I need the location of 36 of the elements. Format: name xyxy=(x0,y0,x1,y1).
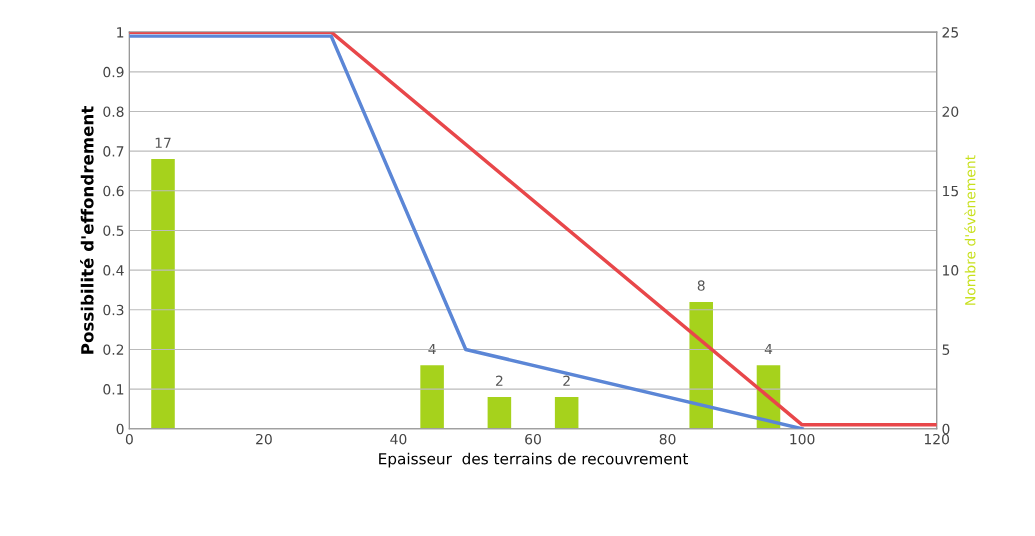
y2-tick-label: 5 xyxy=(942,344,950,355)
bar xyxy=(554,397,579,429)
y2-tick-label: 10 xyxy=(943,265,959,276)
y2-tick-label: 0 xyxy=(942,423,950,435)
x-tick-label: 20 xyxy=(256,433,272,445)
data-label: 2 xyxy=(563,375,570,386)
y-axis-title: Possibilité d'effondrement xyxy=(80,106,94,354)
y-tick-label: 0.9 xyxy=(103,66,124,78)
bar xyxy=(420,365,444,429)
y-tick-label: 0.2 xyxy=(103,344,124,355)
y-tick-label: 0.4 xyxy=(103,265,124,276)
data-label: 8 xyxy=(697,280,705,291)
bar xyxy=(689,301,713,429)
x-tick-label: 120 xyxy=(924,433,950,445)
y-tick-label: 0.6 xyxy=(103,185,124,197)
x-tick-label: 40 xyxy=(390,433,407,445)
y2-tick-label: 25 xyxy=(942,27,958,38)
y-tick-label: 0.7 xyxy=(103,146,124,157)
y-tick-label: 0 xyxy=(116,423,124,435)
y-tick-label: 0.3 xyxy=(103,304,124,316)
x-tick-label: 60 xyxy=(525,433,541,445)
data-label: 2 xyxy=(495,375,503,386)
y2-tick-label: 15 xyxy=(943,185,958,197)
bar xyxy=(151,159,175,429)
x-axis-title: Epaisseur des terrains de recouvrement xyxy=(379,452,689,468)
y2-tick-label: 20 xyxy=(942,106,959,117)
y-tick-label: 0.8 xyxy=(103,106,124,117)
x-tick-label: 0 xyxy=(125,433,133,445)
y-tick-label: 1 xyxy=(117,27,124,38)
x-tick-label: 100 xyxy=(790,433,815,445)
y2-axis-title: Nombre d'évènement xyxy=(964,155,976,305)
y-tick-label: 0.5 xyxy=(103,225,124,236)
data-label: 17 xyxy=(155,137,171,148)
bar xyxy=(487,397,512,429)
y-tick-label: 0.1 xyxy=(103,384,124,395)
x-tick-label: 80 xyxy=(659,433,676,445)
